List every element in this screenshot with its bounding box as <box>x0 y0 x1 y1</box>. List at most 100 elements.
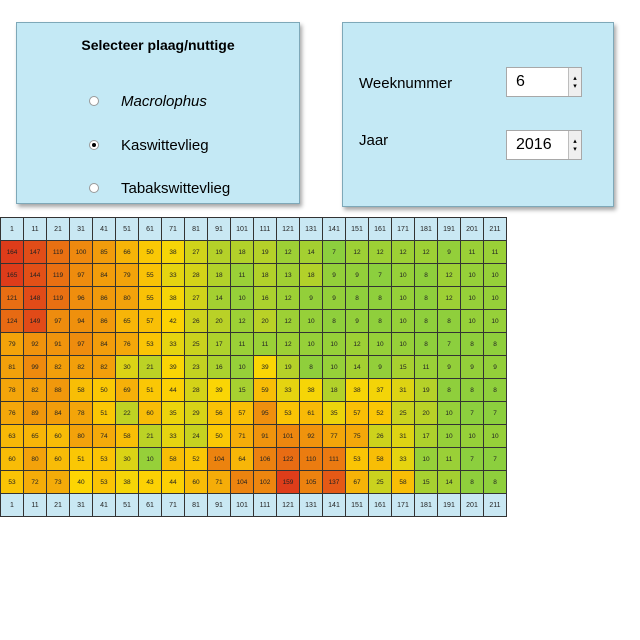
grid-cell[interactable]: 12 <box>437 286 461 310</box>
grid-cell[interactable]: 149 <box>23 309 47 333</box>
grid-cell[interactable]: 102 <box>253 470 277 494</box>
grid-cell[interactable]: 80 <box>23 447 47 471</box>
grid-cell[interactable]: 69 <box>115 378 139 402</box>
week-spinner[interactable]: 6 ▴ ▾ <box>506 67 582 97</box>
grid-cell[interactable]: 65 <box>23 424 47 448</box>
grid-cell[interactable]: 58 <box>391 470 415 494</box>
radio-kaswittevlieg[interactable] <box>89 140 99 150</box>
grid-cell[interactable]: 14 <box>299 240 323 264</box>
grid-cell[interactable]: 52 <box>368 401 392 425</box>
grid-cell[interactable]: 9 <box>460 355 484 379</box>
grid-cell[interactable]: 8 <box>345 286 369 310</box>
grid-cell[interactable]: 53 <box>276 401 300 425</box>
grid-cell[interactable]: 88 <box>46 378 70 402</box>
grid-cell[interactable]: 18 <box>253 263 277 287</box>
grid-cell[interactable]: 7 <box>460 447 484 471</box>
grid-cell[interactable]: 78 <box>0 378 24 402</box>
grid-cell[interactable]: 50 <box>138 240 162 264</box>
grid-cell[interactable]: 29 <box>184 401 208 425</box>
grid-cell[interactable]: 82 <box>92 355 116 379</box>
grid-cell[interactable]: 19 <box>207 240 231 264</box>
grid-cell[interactable]: 73 <box>46 470 70 494</box>
grid-cell[interactable]: 21 <box>138 355 162 379</box>
grid-cell[interactable]: 39 <box>161 355 185 379</box>
grid-cell[interactable]: 67 <box>345 470 369 494</box>
grid-cell[interactable]: 81 <box>0 355 24 379</box>
grid-cell[interactable]: 38 <box>345 378 369 402</box>
grid-cell[interactable]: 10 <box>483 424 507 448</box>
grid-cell[interactable]: 26 <box>368 424 392 448</box>
grid-cell[interactable]: 12 <box>276 240 300 264</box>
grid-cell[interactable]: 11 <box>483 240 507 264</box>
grid-cell[interactable]: 12 <box>276 332 300 356</box>
grid-cell[interactable]: 20 <box>414 401 438 425</box>
grid-cell[interactable]: 10 <box>299 332 323 356</box>
grid-cell[interactable]: 21 <box>138 424 162 448</box>
grid-cell[interactable]: 9 <box>299 286 323 310</box>
grid-cell[interactable]: 18 <box>322 378 346 402</box>
grid-cell[interactable]: 8 <box>414 263 438 287</box>
grid-cell[interactable]: 71 <box>230 424 254 448</box>
grid-cell[interactable]: 12 <box>276 309 300 333</box>
grid-cell[interactable]: 64 <box>230 447 254 471</box>
grid-cell[interactable]: 8 <box>368 286 392 310</box>
grid-cell[interactable]: 12 <box>345 240 369 264</box>
grid-cell[interactable]: 82 <box>69 355 93 379</box>
grid-cell[interactable]: 16 <box>253 286 277 310</box>
grid-cell[interactable]: 57 <box>345 401 369 425</box>
grid-cell[interactable]: 12 <box>437 263 461 287</box>
grid-cell[interactable]: 38 <box>161 286 185 310</box>
option-macrolophus[interactable]: Macrolophus <box>89 91 207 111</box>
grid-cell[interactable]: 74 <box>92 424 116 448</box>
grid-cell[interactable]: 10 <box>230 355 254 379</box>
grid-cell[interactable]: 10 <box>414 447 438 471</box>
grid-cell[interactable]: 144 <box>23 263 47 287</box>
grid-cell[interactable]: 124 <box>0 309 24 333</box>
grid-cell[interactable]: 82 <box>23 378 47 402</box>
grid-cell[interactable]: 12 <box>391 240 415 264</box>
grid-cell[interactable]: 30 <box>115 355 139 379</box>
grid-cell[interactable]: 18 <box>230 240 254 264</box>
grid-cell[interactable]: 92 <box>23 332 47 356</box>
grid-cell[interactable]: 33 <box>276 378 300 402</box>
grid-cell[interactable]: 38 <box>161 240 185 264</box>
grid-cell[interactable]: 31 <box>391 378 415 402</box>
grid-cell[interactable]: 9 <box>437 240 461 264</box>
grid-cell[interactable]: 17 <box>207 332 231 356</box>
grid-cell[interactable]: 53 <box>92 470 116 494</box>
grid-cell[interactable]: 8 <box>368 309 392 333</box>
grid-cell[interactable]: 9 <box>368 355 392 379</box>
grid-cell[interactable]: 20 <box>207 309 231 333</box>
grid-cell[interactable]: 13 <box>276 263 300 287</box>
grid-cell[interactable]: 60 <box>138 401 162 425</box>
grid-cell[interactable]: 63 <box>0 424 24 448</box>
grid-cell[interactable]: 91 <box>253 424 277 448</box>
grid-cell[interactable]: 58 <box>368 447 392 471</box>
grid-cell[interactable]: 19 <box>414 378 438 402</box>
grid-cell[interactable]: 94 <box>69 309 93 333</box>
grid-cell[interactable]: 26 <box>184 309 208 333</box>
radio-tabakswittevlieg[interactable] <box>89 183 99 193</box>
grid-cell[interactable]: 12 <box>345 332 369 356</box>
grid-cell[interactable]: 10 <box>483 309 507 333</box>
grid-cell[interactable]: 51 <box>69 447 93 471</box>
grid-cell[interactable]: 53 <box>138 332 162 356</box>
grid-cell[interactable]: 33 <box>161 424 185 448</box>
grid-cell[interactable]: 7 <box>322 240 346 264</box>
grid-cell[interactable]: 95 <box>253 401 277 425</box>
grid-cell[interactable]: 10 <box>460 286 484 310</box>
grid-cell[interactable]: 105 <box>299 470 323 494</box>
grid-cell[interactable]: 9 <box>483 355 507 379</box>
grid-cell[interactable]: 77 <box>322 424 346 448</box>
grid-cell[interactable]: 148 <box>23 286 47 310</box>
grid-cell[interactable]: 7 <box>460 401 484 425</box>
grid-cell[interactable]: 51 <box>138 378 162 402</box>
grid-cell[interactable]: 10 <box>483 286 507 310</box>
grid-cell[interactable]: 10 <box>437 424 461 448</box>
grid-cell[interactable]: 50 <box>207 424 231 448</box>
grid-cell[interactable]: 9 <box>345 263 369 287</box>
grid-cell[interactable]: 76 <box>115 332 139 356</box>
grid-cell[interactable]: 40 <box>69 470 93 494</box>
grid-cell[interactable]: 18 <box>207 263 231 287</box>
grid-cell[interactable]: 80 <box>69 424 93 448</box>
